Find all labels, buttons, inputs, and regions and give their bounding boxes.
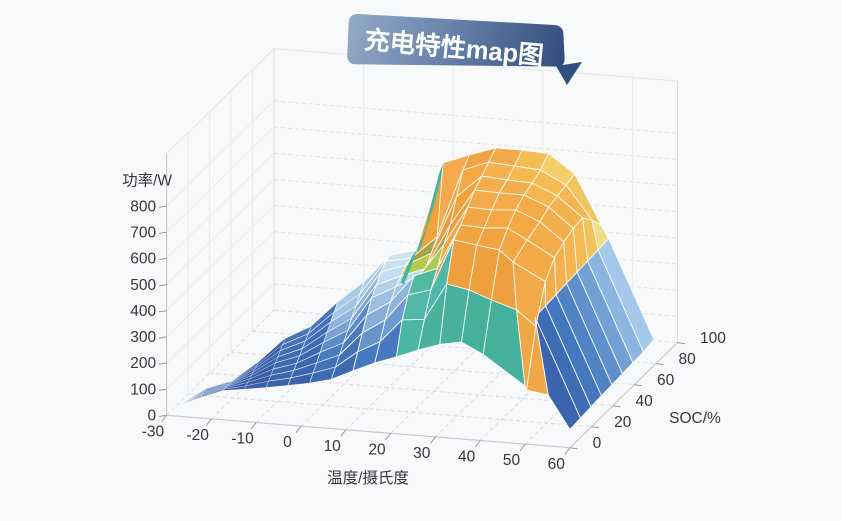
svg-text:-20: -20 (186, 427, 209, 444)
svg-text:60: 60 (657, 372, 675, 389)
svg-text:300: 300 (130, 329, 156, 346)
svg-text:0: 0 (593, 435, 602, 452)
svg-text:600: 600 (130, 251, 156, 268)
svg-text:10: 10 (324, 438, 342, 455)
svg-text:20: 20 (614, 414, 632, 431)
svg-text:800: 800 (130, 198, 156, 215)
svg-text:0: 0 (147, 408, 156, 425)
svg-text:700: 700 (130, 224, 156, 241)
svg-text:80: 80 (679, 351, 697, 368)
svg-text:30: 30 (413, 445, 431, 462)
svg-text:SOC/%: SOC/% (669, 410, 721, 427)
svg-text:20: 20 (368, 441, 386, 458)
svg-text:40: 40 (458, 449, 476, 466)
svg-text:-30: -30 (142, 423, 165, 440)
svg-text:50: 50 (503, 452, 521, 469)
svg-text:100: 100 (700, 330, 726, 347)
svg-text:60: 60 (548, 456, 566, 473)
svg-text:500: 500 (130, 277, 156, 294)
svg-text:200: 200 (130, 355, 156, 372)
svg-text:400: 400 (130, 303, 156, 320)
svg-text:0: 0 (283, 434, 292, 451)
svg-text:100: 100 (130, 381, 156, 398)
svg-text:温度/摄氏度: 温度/摄氏度 (327, 469, 409, 487)
svg-text:-10: -10 (231, 431, 254, 448)
svg-text:40: 40 (636, 393, 654, 410)
svg-text:功率/W: 功率/W (122, 172, 172, 190)
